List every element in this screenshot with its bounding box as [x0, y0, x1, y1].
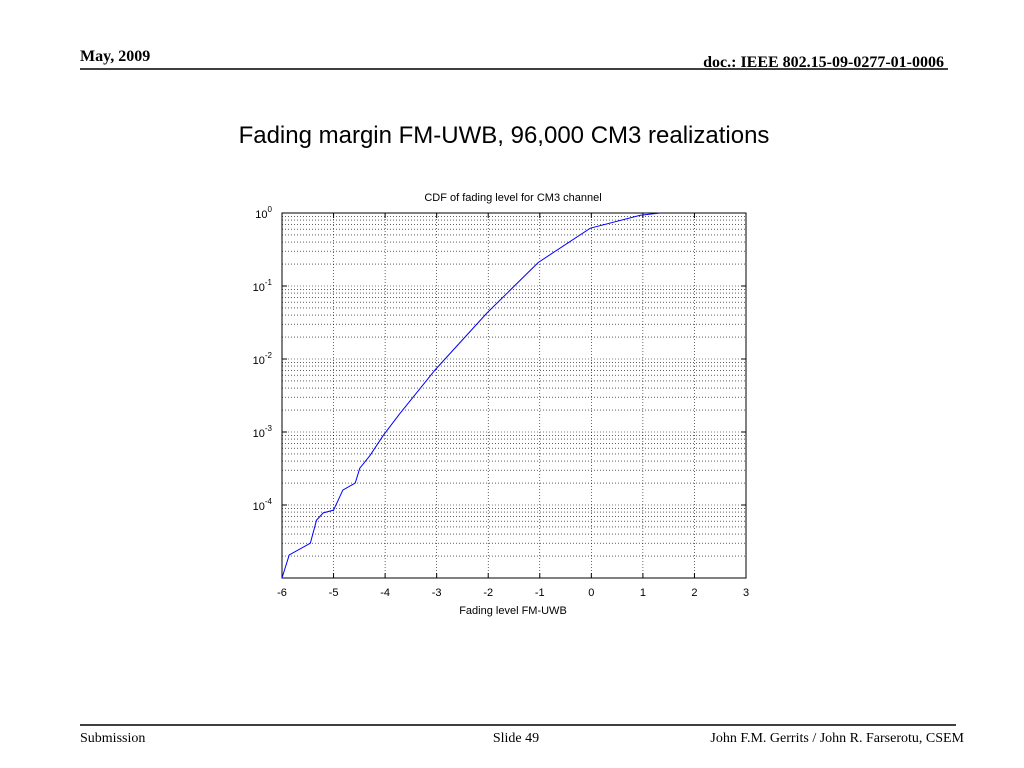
y-tick-exponent: -2 — [265, 351, 273, 360]
footer-center: Slide 49 — [493, 731, 539, 746]
plot-frame — [281, 212, 747, 579]
y-tick-base: 10 — [253, 355, 265, 367]
y-tick-base: 10 — [253, 282, 265, 294]
y-tick-label: 10-3 — [253, 424, 273, 440]
header-doc: doc.: IEEE 802.15-09-0277-01-0006 — [703, 54, 944, 71]
x-tick-label: -4 — [380, 587, 390, 599]
x-tick-label: -3 — [432, 587, 442, 599]
y-tick-base: 10 — [255, 209, 267, 221]
slide-title: Fading margin FM-UWB, 96,000 CM3 realiza… — [239, 122, 770, 149]
y-tick-exponent: 0 — [268, 205, 273, 214]
x-tick-label: 2 — [691, 587, 697, 599]
footer-right: John F.M. Gerrits / John R. Farserotu, C… — [710, 731, 964, 746]
y-tick-base: 10 — [253, 501, 265, 513]
x-tick-label: -5 — [329, 587, 339, 599]
header-date: May, 2009 — [80, 48, 150, 65]
x-tick-label: -6 — [277, 587, 287, 599]
y-tick-label: 10-1 — [253, 278, 273, 294]
y-tick-exponent: -4 — [265, 497, 273, 506]
x-axis-label: Fading level FM-UWB — [459, 605, 567, 617]
y-tick-label: 10-2 — [253, 351, 273, 367]
x-tick-label: 1 — [640, 587, 646, 599]
x-tick-label: -2 — [483, 587, 493, 599]
x-tick-label: -1 — [535, 587, 545, 599]
y-tick-exponent: -3 — [265, 424, 273, 433]
footer-left: Submission — [80, 731, 145, 746]
y-tick-label: 100 — [255, 205, 272, 221]
y-tick-label: 10-4 — [253, 497, 273, 513]
chart-title: CDF of fading level for CM3 channel — [424, 192, 601, 204]
y-tick-base: 10 — [253, 428, 265, 440]
x-tick-label: 0 — [588, 587, 594, 599]
y-tick-exponent: -1 — [265, 278, 273, 287]
data-line — [281, 212, 661, 579]
x-tick-label: 3 — [743, 587, 749, 599]
